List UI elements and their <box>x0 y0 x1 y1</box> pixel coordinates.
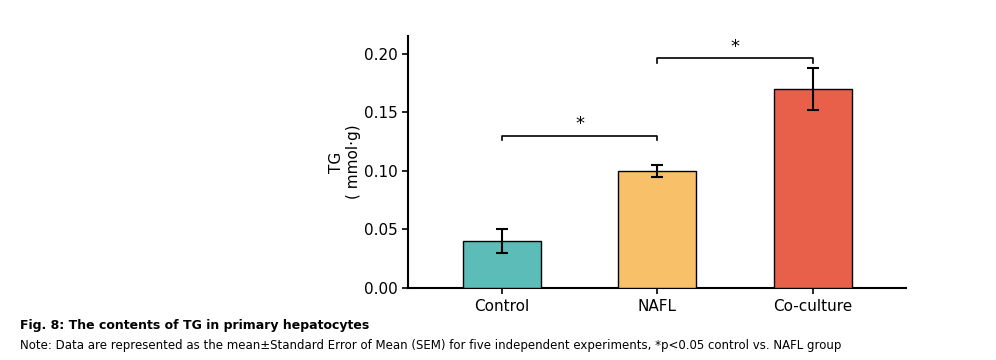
Y-axis label: TG
( mmol·g): TG ( mmol·g) <box>329 125 362 199</box>
Text: Fig. 8: The contents of TG in primary hepatocytes: Fig. 8: The contents of TG in primary he… <box>20 319 370 332</box>
Bar <box>774 89 852 288</box>
Bar <box>463 241 541 288</box>
Text: Note: Data are represented as the mean±Standard Error of Mean (SEM) for five ind: Note: Data are represented as the mean±S… <box>20 339 842 352</box>
Bar <box>619 171 696 288</box>
Text: *: * <box>731 38 740 56</box>
Text: *: * <box>575 115 584 133</box>
